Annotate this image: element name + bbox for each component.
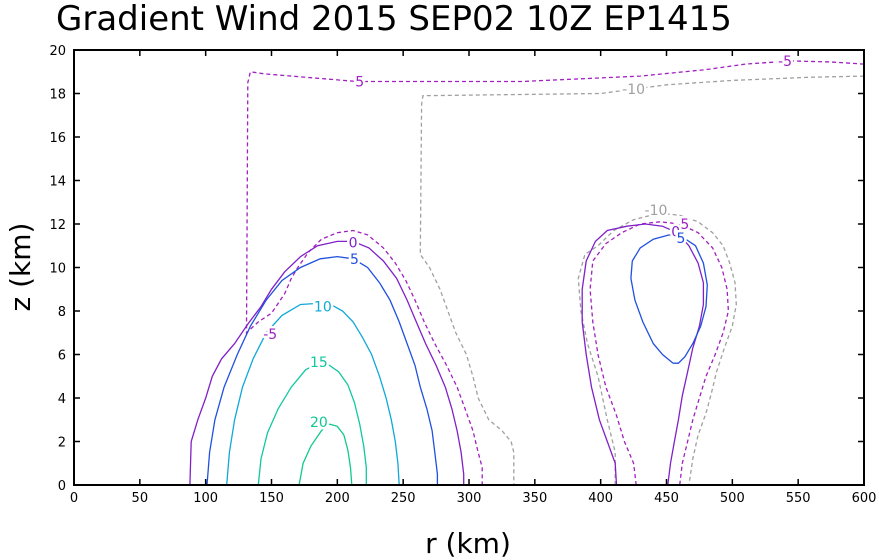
y-tick-label: 0 — [58, 479, 66, 494]
x-axis-label: r (km) — [425, 527, 511, 560]
x-tick-label: 250 — [391, 491, 416, 506]
y-axis-label: z (km) — [4, 223, 37, 312]
y-axis: 0 2 4 6 8 10 12 14 16 18 20 — [49, 44, 864, 494]
contour-label: 10 — [314, 300, 332, 316]
x-tick-label: 500 — [720, 491, 745, 506]
x-tick-label: 550 — [786, 491, 811, 506]
x-tick-label: 350 — [522, 491, 547, 506]
contour-line-0 — [581, 223, 705, 486]
contour-label: 5 — [355, 75, 364, 91]
x-tick-label: 200 — [325, 491, 350, 506]
x-tick-label: 0 — [70, 491, 78, 506]
contour-line-m5 — [589, 221, 730, 486]
contour-line-m5 — [245, 60, 865, 485]
y-tick-label: 2 — [58, 436, 66, 451]
y-tick-label: 10 — [49, 262, 66, 277]
contour-label: 20 — [310, 415, 328, 431]
contour-line-5 — [206, 255, 439, 486]
contour-label: -5 — [263, 327, 277, 343]
plot-frame — [73, 49, 865, 486]
contour-label: 5 — [350, 252, 359, 268]
contour-label: 0 — [671, 225, 680, 241]
y-tick-label: 14 — [49, 175, 66, 190]
y-tick-label: 12 — [49, 218, 66, 233]
contour-label: -10 — [645, 203, 668, 219]
y-tick-label: 4 — [58, 392, 66, 407]
contour-label: 15 — [310, 355, 328, 371]
chart-title: Gradient Wind 2015 SEP02 10Z EP1415 — [56, 0, 732, 39]
contour-label: 0 — [349, 235, 358, 251]
y-tick-label: 6 — [58, 349, 66, 364]
x-tick-label: 150 — [259, 491, 284, 506]
contour-line-m10 — [577, 212, 737, 486]
contour-line-5 — [630, 234, 708, 364]
contour-label: -10 — [622, 82, 645, 98]
y-tick-label: 20 — [49, 44, 66, 59]
contour-line-m10 — [419, 75, 865, 485]
x-tick-label: 300 — [457, 491, 482, 506]
contour-line-0 — [189, 240, 465, 486]
contour-line-15 — [257, 362, 367, 486]
y-tick-label: 18 — [49, 88, 66, 103]
x-tick-label: 50 — [132, 491, 149, 506]
x-tick-label: 450 — [654, 491, 679, 506]
x-axis: 0 50 100 150 200 250 300 350 400 450 500 550 600 — [70, 50, 877, 506]
contour-label: -5 — [675, 217, 689, 233]
x-tick-label: 400 — [588, 491, 613, 506]
contour-label: 5 — [677, 231, 686, 247]
contour-label: -5 — [778, 54, 792, 70]
contour-line-20 — [298, 423, 353, 486]
contour-lines — [189, 60, 865, 486]
y-tick-label: 16 — [49, 131, 66, 146]
y-tick-label: 8 — [58, 305, 66, 320]
x-tick-label: 600 — [852, 491, 877, 506]
contour-line-10 — [226, 302, 400, 486]
x-tick-label: 100 — [193, 491, 218, 506]
